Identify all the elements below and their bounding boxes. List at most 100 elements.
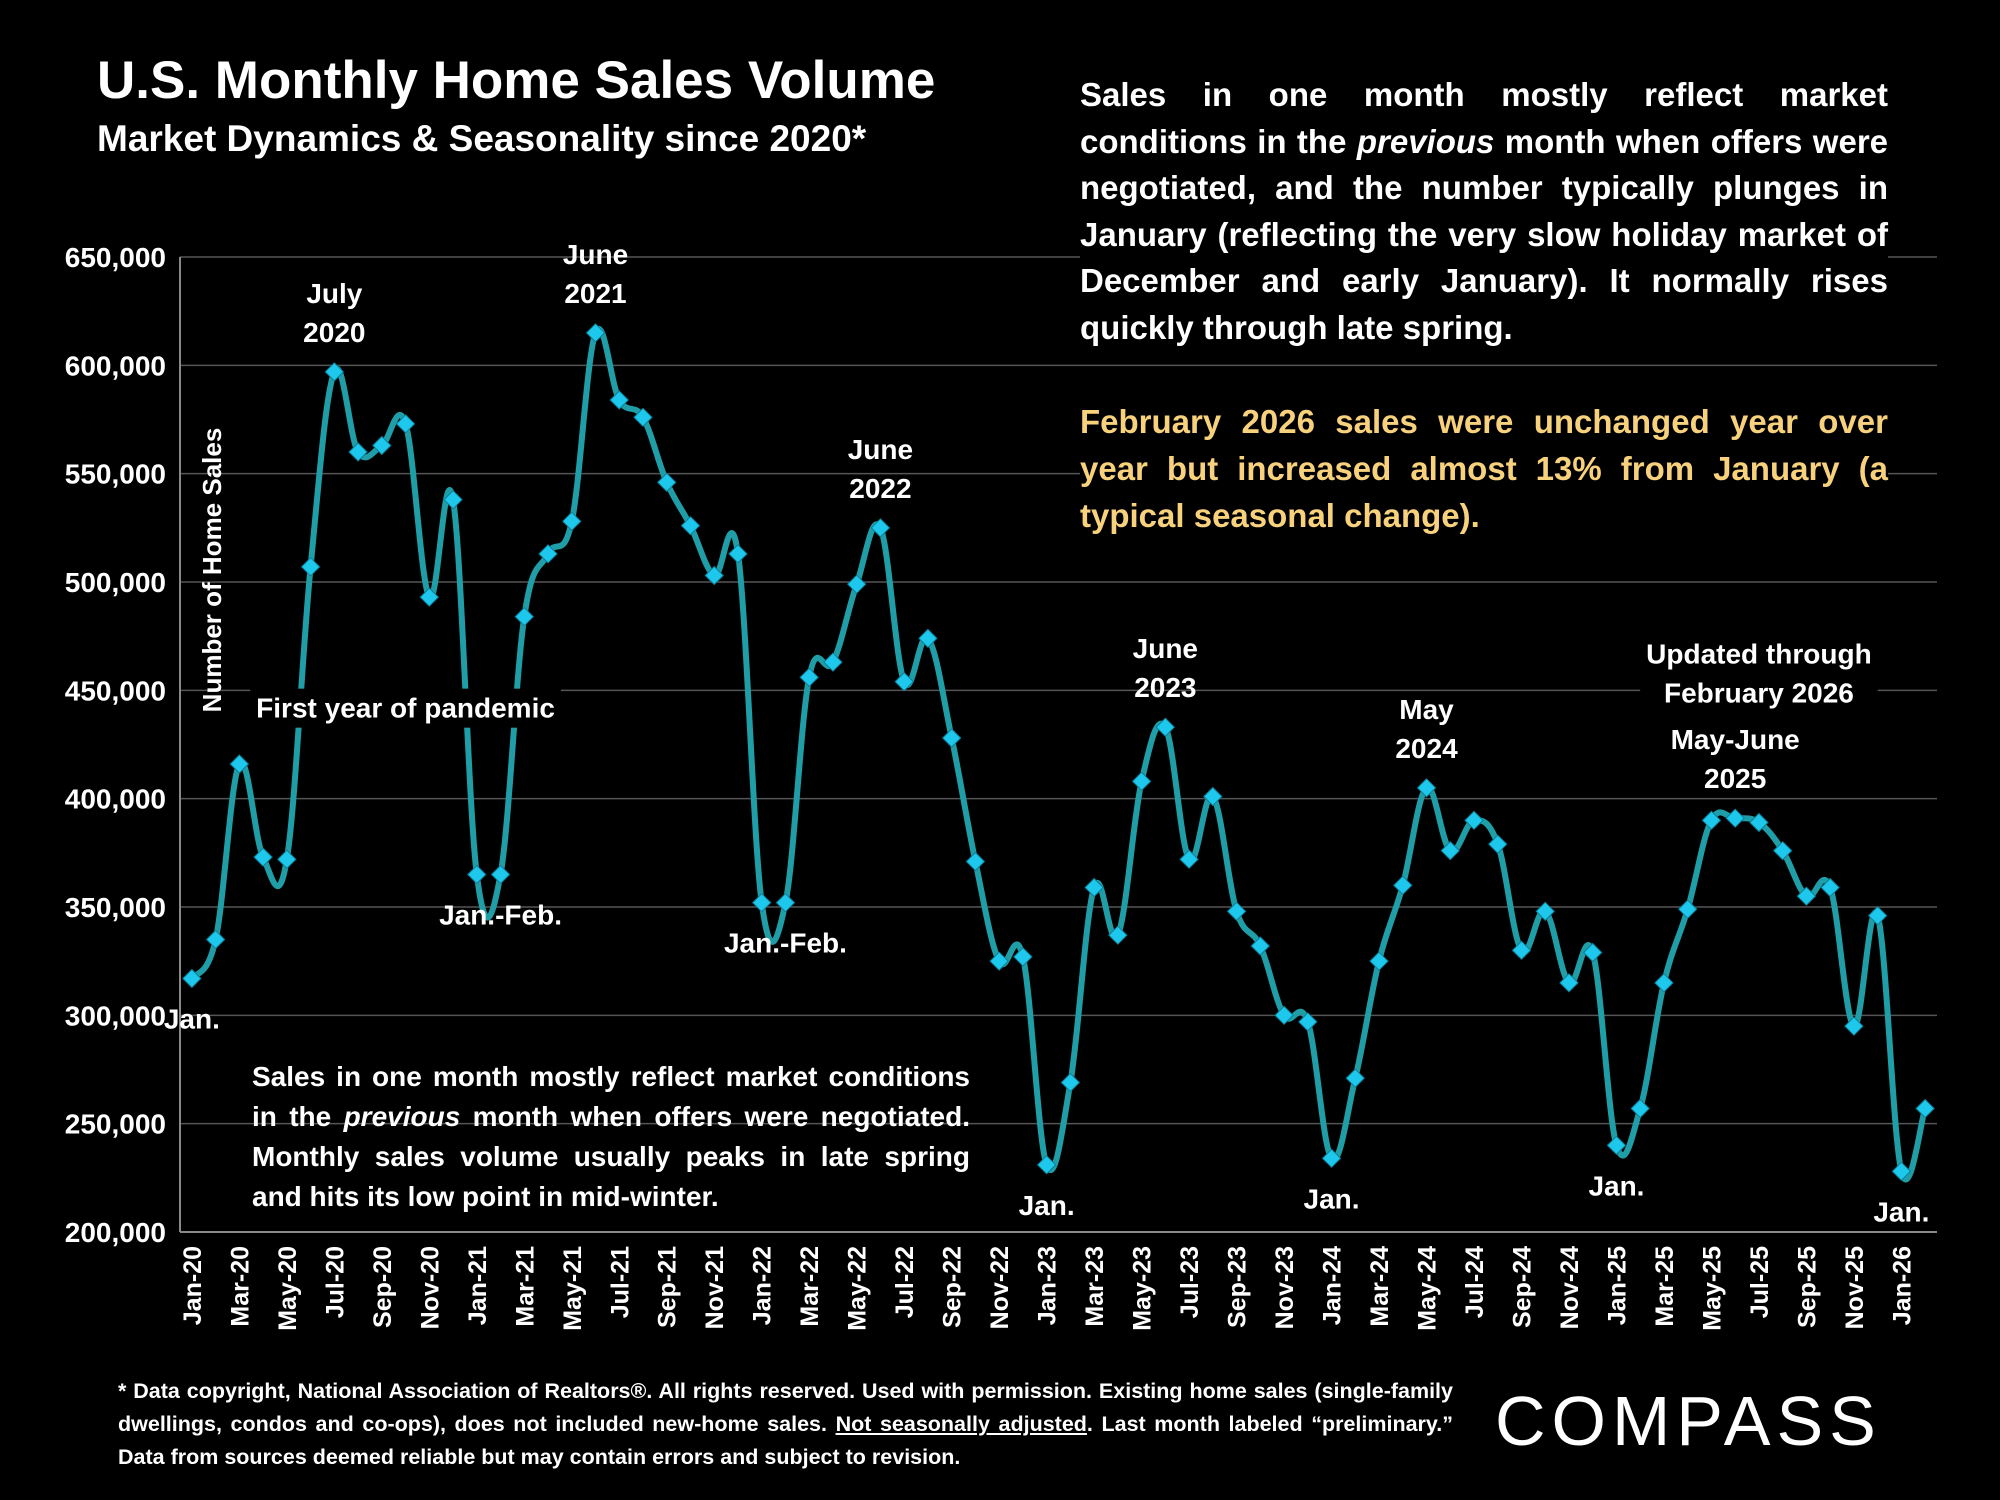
x-tick-label: Nov-25 <box>1841 1246 1869 1329</box>
x-tick-label: Sep-24 <box>1508 1246 1536 1328</box>
x-tick-label: Mar-24 <box>1366 1246 1394 1327</box>
data-point <box>1511 940 1532 961</box>
x-tick-label: Jan-23 <box>1034 1246 1062 1325</box>
data-point <box>870 518 891 538</box>
data-point <box>941 728 962 748</box>
data-point <box>704 565 724 586</box>
footnote-underlined: Not seasonally adjusted <box>835 1412 1087 1436</box>
annotation-label: Updated through February 2026 <box>1646 639 1872 709</box>
data-point <box>182 968 202 989</box>
x-tick-label: Jan-24 <box>1319 1246 1347 1325</box>
data-point <box>918 628 938 649</box>
data-point <box>680 515 701 536</box>
data-point <box>775 892 796 913</box>
x-tick-label: Jul-20 <box>321 1246 349 1318</box>
data-point <box>965 851 986 872</box>
annotation-label: May 2024 <box>1395 694 1458 764</box>
x-tick-label: Jan-21 <box>464 1246 492 1325</box>
data-point <box>1108 925 1128 945</box>
data-point <box>728 544 748 564</box>
data-point <box>1820 877 1840 898</box>
data-point <box>1701 810 1722 831</box>
data-point <box>253 847 273 867</box>
x-tick-label: Sep-25 <box>1793 1246 1821 1328</box>
annotation-label: Jan. <box>164 1004 220 1035</box>
annotation-backing <box>250 688 561 728</box>
data-point <box>633 407 653 428</box>
x-tick-label: Nov-23 <box>1271 1246 1299 1329</box>
data-point <box>348 442 368 462</box>
annotation-label: Jan. <box>1304 1183 1360 1214</box>
data-point <box>609 390 629 410</box>
x-tick-label: Jan-20 <box>179 1246 207 1325</box>
highlight-note: February 2026 sales were unchanged year … <box>1080 398 1888 539</box>
data-point <box>538 544 558 564</box>
y-tick-label: 550,000 <box>65 459 166 490</box>
data-point <box>1416 778 1437 798</box>
x-tick-label: Nov-24 <box>1556 1246 1584 1329</box>
annotation-label: Jan.-Feb. <box>724 928 847 959</box>
x-tick-label: Sep-21 <box>654 1246 682 1328</box>
data-point <box>1060 1072 1081 1093</box>
data-point <box>1179 849 1199 870</box>
data-point <box>1559 973 1579 993</box>
data-point <box>1345 1068 1365 1088</box>
x-tick-label: Jul-25 <box>1746 1246 1774 1318</box>
data-point <box>1036 1155 1057 1175</box>
y-tick-label: 200,000 <box>65 1217 166 1248</box>
x-tick-label: Mar-22 <box>796 1246 824 1327</box>
data-point <box>823 652 843 672</box>
x-tick-label: Jul-24 <box>1461 1246 1489 1318</box>
x-tick-label: Jul-23 <box>1176 1246 1204 1318</box>
x-tick-label: Sep-20 <box>369 1246 397 1328</box>
x-tick-label: May-21 <box>559 1246 587 1331</box>
x-tick-label: Mar-25 <box>1651 1246 1679 1327</box>
y-tick-label: 600,000 <box>65 350 166 381</box>
footnote-text-end: . Last month labeled “preliminary.” Data… <box>118 1412 1453 1469</box>
y-tick-label: 650,000 <box>65 242 166 273</box>
y-tick-label: 500,000 <box>65 567 166 598</box>
x-tick-label: Sep-22 <box>939 1246 967 1328</box>
data-point <box>324 362 345 382</box>
data-point <box>1274 1005 1294 1026</box>
data-point <box>1440 840 1460 861</box>
x-tick-label: May-23 <box>1129 1246 1157 1331</box>
data-point <box>1131 771 1152 792</box>
data-point <box>1606 1135 1627 1156</box>
annotation-label: May-June 2025 <box>1671 724 1800 794</box>
data-point <box>1535 901 1555 922</box>
annotation-label: Jan.-Feb. <box>439 900 562 931</box>
x-tick-label: May-22 <box>844 1246 872 1331</box>
data-point <box>846 574 867 594</box>
annotation-label: Jan. <box>1019 1190 1075 1221</box>
data-point <box>443 489 463 510</box>
data-point <box>1321 1148 1342 1169</box>
data-point <box>1393 875 1413 896</box>
data-point <box>372 435 392 456</box>
compass-logo-text: COMPASS <box>1495 1382 1882 1460</box>
x-tick-label: Nov-20 <box>416 1246 444 1329</box>
data-point <box>585 323 606 343</box>
data-point <box>1250 936 1271 956</box>
x-tick-label: May-24 <box>1414 1246 1442 1331</box>
data-point <box>1867 905 1888 926</box>
data-point <box>1677 899 1698 919</box>
seasonality-note-emphasis: previous <box>1356 122 1495 160</box>
data-point <box>1298 1012 1318 1032</box>
x-tick-label: Jul-22 <box>891 1246 919 1318</box>
annotation-label: June 2021 <box>563 239 628 309</box>
x-tick-label: Nov-22 <box>986 1246 1014 1329</box>
data-point <box>1796 886 1817 906</box>
x-tick-label: Jul-21 <box>606 1246 634 1318</box>
x-tick-label: May-20 <box>274 1246 302 1331</box>
data-point <box>1583 942 1603 963</box>
chart-title: U.S. Monthly Home Sales Volume <box>97 51 936 110</box>
data-point <box>1891 1161 1912 1182</box>
data-point <box>419 587 440 607</box>
explanation-note-emphasis: previous <box>343 1101 461 1132</box>
explanation-note-text: Sales in one month mostly reflect market… <box>252 1061 970 1132</box>
x-tick-label: Mar-21 <box>511 1246 539 1327</box>
data-point <box>229 754 250 774</box>
data-point <box>799 667 819 688</box>
annotation-label: June 2022 <box>848 434 913 504</box>
